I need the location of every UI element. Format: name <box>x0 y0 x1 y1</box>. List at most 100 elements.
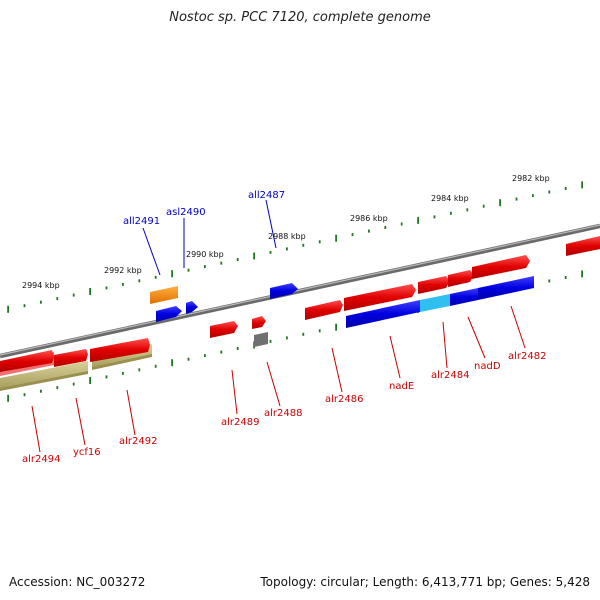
scale-label-2994: 2994 kbp <box>22 281 60 290</box>
scale-tick <box>72 293 75 297</box>
gene-alr2488[interactable] <box>252 316 266 329</box>
gene-alr2486[interactable] <box>305 300 343 320</box>
scale-tick <box>581 270 583 278</box>
gene-alr2482[interactable] <box>472 255 530 279</box>
gene-label-all2487[interactable]: all2487 <box>248 190 285 201</box>
scale-tick <box>204 265 206 269</box>
gene-offscreen-right[interactable] <box>566 236 600 256</box>
scale-tick <box>138 368 141 372</box>
scale-tick <box>171 270 173 278</box>
map-title: Nostoc sp. PCC 7120, complete genome <box>169 10 431 25</box>
scale-tick <box>187 268 190 272</box>
scale-tick <box>335 323 337 331</box>
scale-tick <box>581 181 583 189</box>
scale-tick <box>72 382 75 386</box>
gene-orange[interactable] <box>150 286 178 304</box>
scale-tick <box>89 288 91 295</box>
topology-summary: Topology: circular; Length: 6,413,771 bp… <box>260 575 590 589</box>
scale-tick <box>318 329 321 333</box>
scale-tick <box>351 233 354 237</box>
scale-tick <box>335 234 337 242</box>
scale-tick <box>548 190 551 194</box>
scale-tick <box>564 276 567 279</box>
scale-label-2984: 2984 kbp <box>431 194 469 203</box>
scale-tick <box>433 215 436 219</box>
gene-ycf16[interactable] <box>54 349 88 367</box>
scale-tick <box>400 222 403 226</box>
scale-tick <box>548 279 551 283</box>
gene-alr2484[interactable] <box>418 276 450 294</box>
scale-label-2986: 2986 kbp <box>350 214 388 223</box>
gene-alr2492[interactable] <box>90 338 150 362</box>
genome-axis <box>0 223 600 359</box>
gene-label-ycf16[interactable]: ycf16 <box>73 447 101 458</box>
scale-tick <box>56 386 59 390</box>
scale-tick <box>122 371 124 375</box>
scale-tick <box>220 261 223 265</box>
leader-lines-top <box>142 199 277 276</box>
scale-tick <box>564 187 567 190</box>
gene-all2487[interactable] <box>270 283 298 299</box>
scale-label-2988: 2988 kbp <box>268 232 306 241</box>
gene-labels-bottom: alr2494 ycf16 alr2492 alr2489 alr2488 al… <box>22 351 546 465</box>
reverse-genes <box>150 283 298 322</box>
scale-tick <box>236 347 239 350</box>
gene-label-alr2486[interactable]: alr2486 <box>325 394 363 405</box>
gene-all2491[interactable] <box>156 306 182 322</box>
gene-label-alr2484[interactable]: alr2484 <box>431 370 469 381</box>
scale-tick <box>368 229 370 233</box>
scale-tick <box>40 389 42 393</box>
scale-tick <box>187 357 190 361</box>
scale-tick <box>482 204 485 208</box>
scale-tick <box>40 300 42 304</box>
scale-tick <box>56 297 59 301</box>
scale-tick <box>23 304 26 308</box>
scale-tick <box>302 332 305 336</box>
scale-tick <box>7 394 9 402</box>
scale-tick <box>450 211 452 215</box>
scale-label-2992: 2992 kbp <box>104 266 142 275</box>
scale-tick <box>532 194 534 198</box>
scale-tick <box>253 252 255 260</box>
scale-tick <box>138 279 141 283</box>
scale-ticks-top <box>7 181 583 313</box>
scale-tick <box>154 364 157 368</box>
gene-label-alr2488[interactable]: alr2488 <box>264 408 302 419</box>
scale-tick <box>7 305 9 313</box>
gene-label-nadE[interactable]: nadE <box>389 381 414 392</box>
gene-nadE[interactable] <box>344 284 416 311</box>
scale-label-2982: 2982 kbp <box>512 174 550 183</box>
scale-tick <box>236 258 239 261</box>
scale-tick <box>302 243 305 247</box>
gene-alr2494[interactable] <box>0 350 54 372</box>
forward-genes <box>0 236 600 376</box>
scale-tick <box>269 250 272 254</box>
gene-label-alr2492[interactable]: alr2492 <box>119 436 157 447</box>
scale-tick <box>466 208 469 212</box>
scale-tick <box>220 350 223 354</box>
scale-tick <box>515 197 518 201</box>
scale-tick <box>417 216 419 224</box>
scale-tick <box>154 275 157 279</box>
scale-tick <box>204 354 206 358</box>
scale-tick <box>286 336 288 340</box>
scale-labels: 2994 kbp 2992 kbp 2990 kbp 2988 kbp 2986… <box>22 174 550 290</box>
scale-tick <box>318 240 321 244</box>
gene-asl2490[interactable] <box>186 301 198 314</box>
scale-tick <box>105 375 108 379</box>
gene-alr2489[interactable] <box>210 321 238 338</box>
scale-tick <box>286 247 288 251</box>
gene-label-alr2489[interactable]: alr2489 <box>221 417 259 428</box>
gene-label-asl2490[interactable]: asl2490 <box>166 207 206 218</box>
scale-tick <box>269 339 272 343</box>
gene-label-all2491[interactable]: all2491 <box>123 216 160 227</box>
scale-tick <box>89 377 91 384</box>
gene-label-nadD[interactable]: nadD <box>474 361 501 372</box>
gene-nadD[interactable] <box>448 270 474 287</box>
scale-tick <box>105 286 108 290</box>
gene-label-alr2482[interactable]: alr2482 <box>508 351 546 362</box>
scale-label-2990: 2990 kbp <box>186 250 224 259</box>
gene-label-alr2494[interactable]: alr2494 <box>22 454 60 465</box>
